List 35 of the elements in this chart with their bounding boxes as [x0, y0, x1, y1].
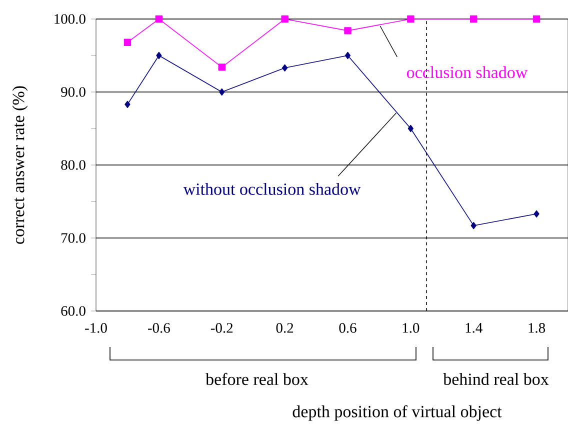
point	[470, 222, 476, 230]
point	[155, 15, 163, 23]
point	[281, 15, 288, 23]
x-tick-label: 0.6	[339, 323, 356, 333]
point	[470, 15, 478, 23]
x-tick-label: 1.8	[528, 323, 546, 333]
point	[407, 15, 414, 23]
point	[534, 210, 540, 218]
text: before real box	[206, 372, 308, 386]
x-tick-label: -0.2	[210, 323, 233, 333]
point	[219, 88, 225, 96]
point	[218, 64, 226, 71]
y-tick-label: 90.0	[61, 87, 86, 97]
point	[408, 124, 414, 132]
text: occlusion shadow	[406, 66, 528, 78]
point	[344, 52, 351, 60]
point	[344, 27, 352, 34]
point	[124, 100, 130, 108]
x-tick-label: 1.0	[402, 323, 420, 333]
y-tick-label: 80.0	[61, 160, 86, 170]
y-tick-label: 60.0	[61, 306, 86, 316]
point	[282, 64, 288, 72]
point	[124, 38, 132, 46]
x-tick-label: 1.4	[466, 323, 482, 333]
x-tick-label: -1.0	[85, 323, 107, 333]
y-tick-label: 70.0	[62, 233, 86, 243]
x-tick-label: 0.2	[276, 323, 294, 333]
text: without occlusion shadow	[183, 182, 361, 195]
text: behind real box	[443, 373, 549, 385]
point	[156, 52, 162, 60]
x-tick-label: -0.6	[148, 323, 170, 333]
x-axis-title: depth position of virtual object	[292, 405, 502, 421]
point	[532, 15, 540, 23]
y-axis-title: correct answer rate (%)	[12, 86, 28, 244]
y-tick-label: 100.0	[54, 14, 86, 24]
